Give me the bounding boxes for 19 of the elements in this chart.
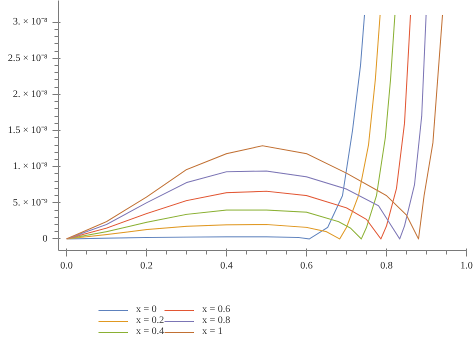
x-tick-label: 0.8 bbox=[380, 260, 393, 272]
x-tick-label: 0.0 bbox=[60, 260, 73, 272]
legend-label: x = 0 bbox=[136, 304, 157, 315]
y-tick-label: 5. × 10⁻⁹ bbox=[12, 197, 48, 208]
y-tick-label: 1. × 10⁻⁸ bbox=[12, 161, 48, 172]
x-tick-label: 0.6 bbox=[300, 260, 313, 272]
legend-label: x = 0.2 bbox=[136, 315, 164, 326]
legend-label: x = 0.6 bbox=[202, 304, 230, 315]
x-tick-label: 0.4 bbox=[220, 260, 233, 272]
y-tick-label: 2. × 10⁻⁸ bbox=[12, 88, 48, 100]
x-tick-label: 0.2 bbox=[140, 260, 153, 272]
y-tick-label: 3. × 10⁻⁸ bbox=[12, 16, 48, 28]
y-tick-label: 1.5 × 10⁻⁸ bbox=[8, 125, 48, 136]
y-tick-label: 2.5 × 10⁻⁸ bbox=[8, 52, 48, 64]
legend-label: x = 0.8 bbox=[202, 315, 230, 326]
x-tick-label: 1.0 bbox=[460, 260, 473, 272]
legend-label: x = 1 bbox=[202, 326, 223, 337]
legend-label: x = 0.4 bbox=[136, 326, 164, 337]
y-tick-label: 0 bbox=[42, 233, 48, 244]
